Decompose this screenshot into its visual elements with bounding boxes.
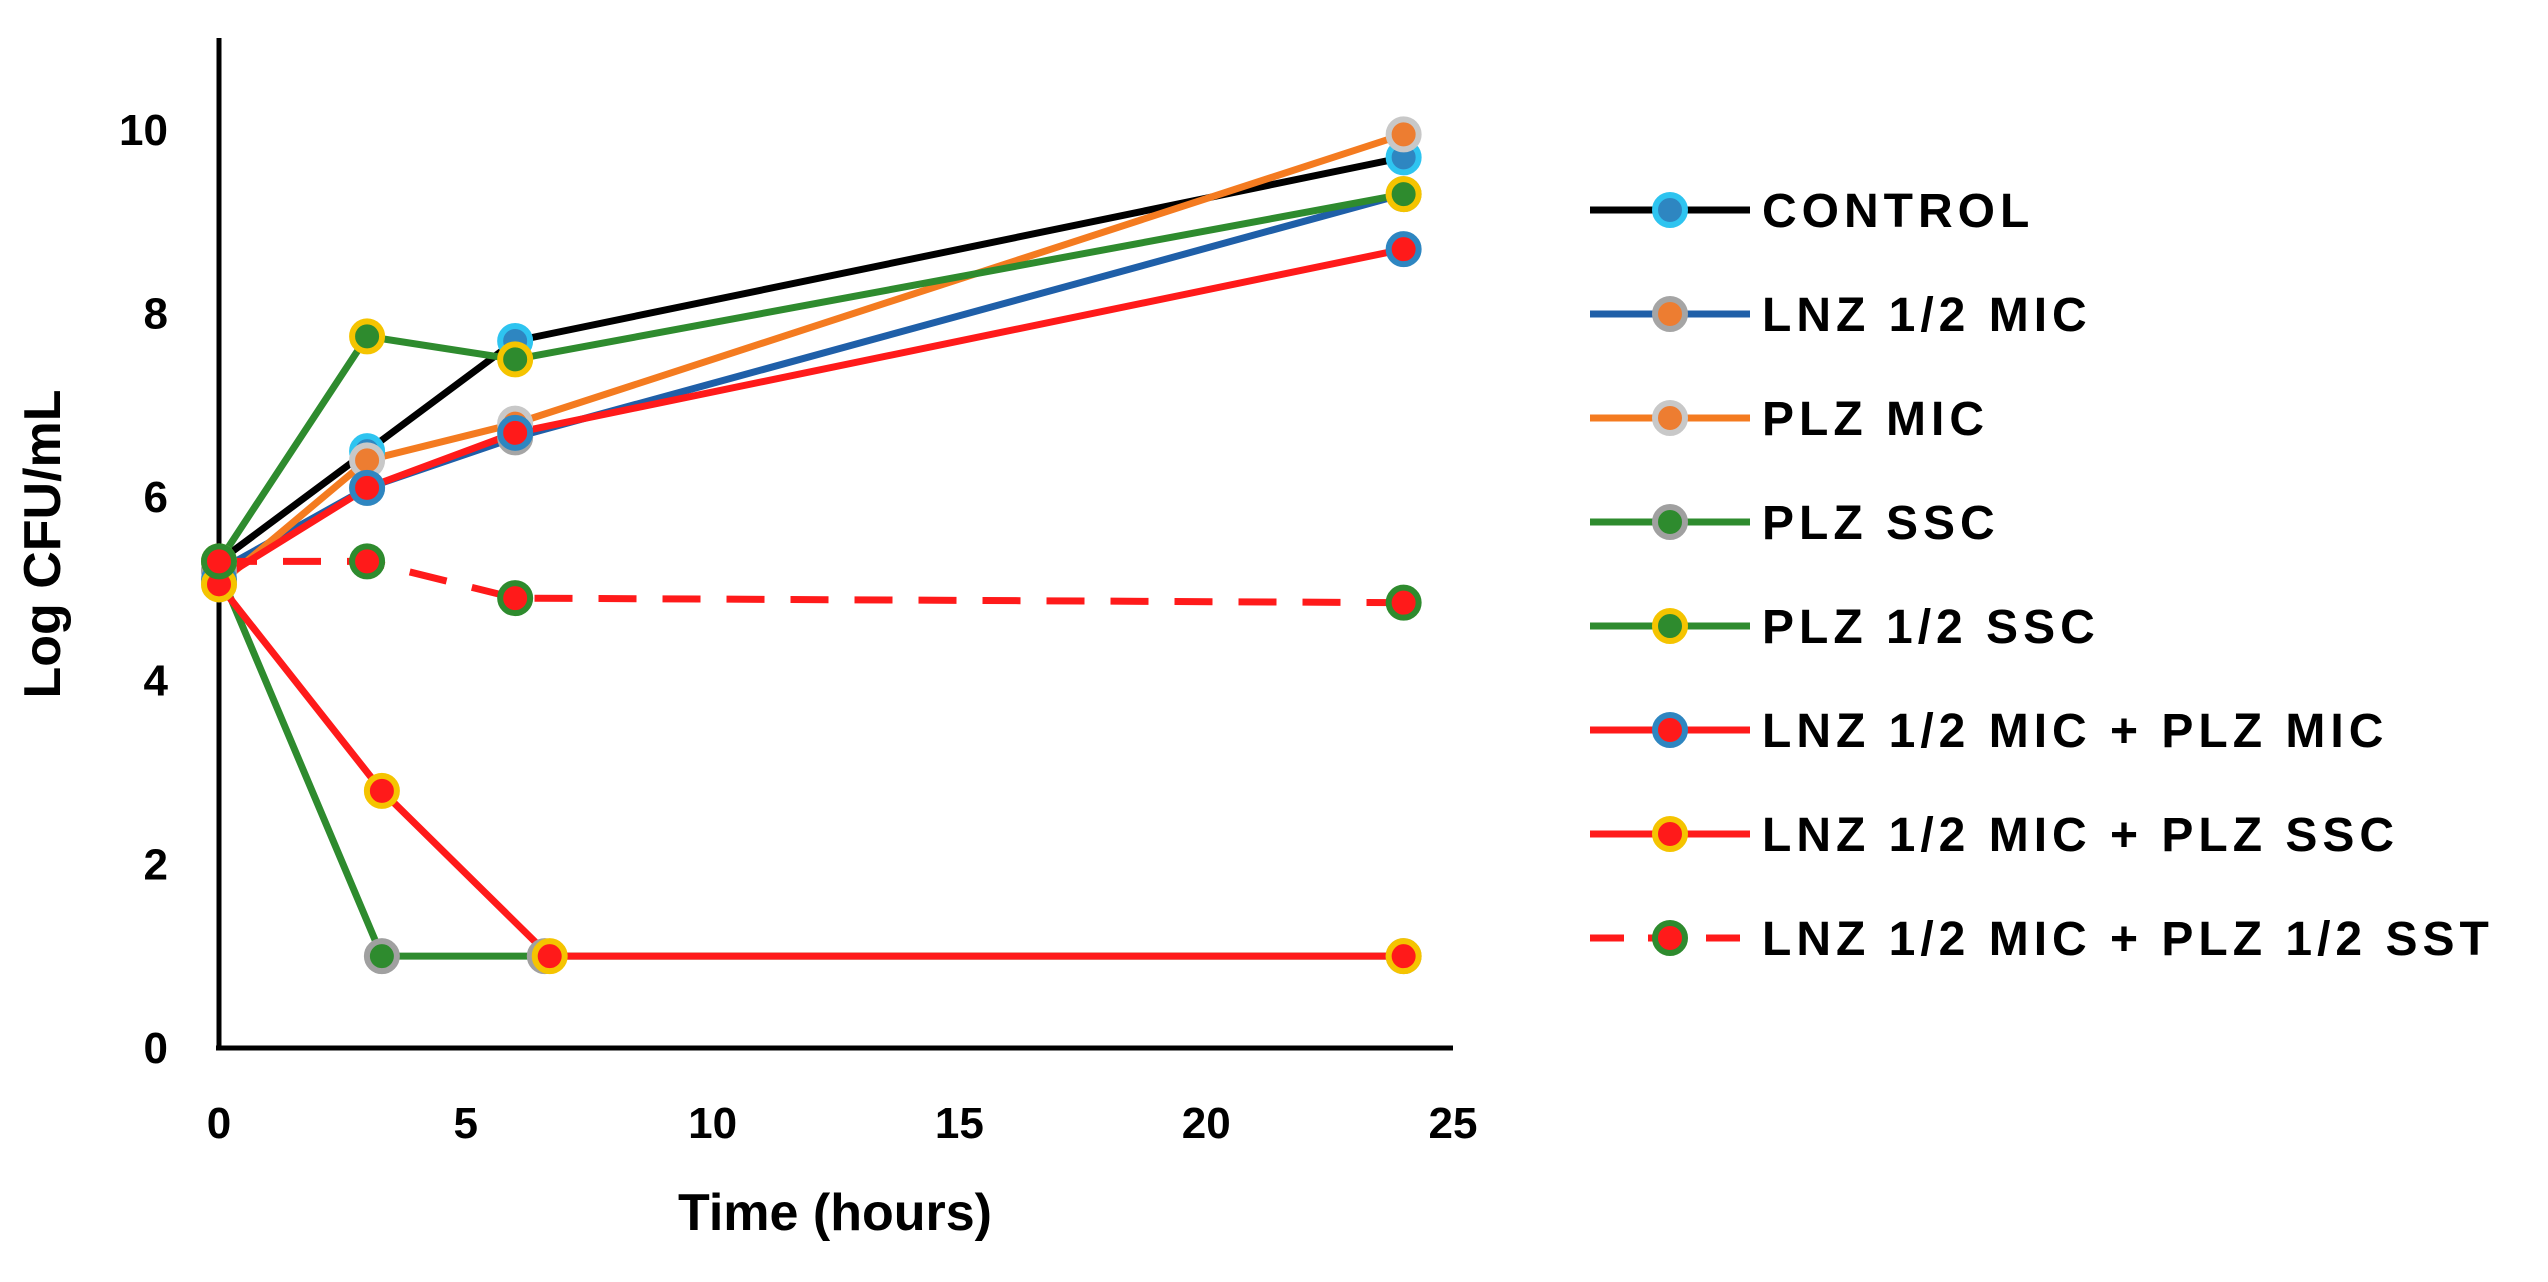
data-point [1385,231,1422,268]
legend-label: PLZ 1/2 SSC [1762,601,2100,654]
x-tick-label: 15 [935,1099,984,1148]
series-7-markers [201,566,1422,975]
data-point [363,938,400,975]
legend-item: LNZ 1/2 MIC + PLZ 1/2 SST [1590,913,2494,966]
data-point [1385,116,1422,153]
legend-marker [1652,712,1688,748]
series-2 [217,190,1405,574]
legend-item: PLZ SSC [1590,497,2000,550]
legend-label: LNZ 1/2 MIC + PLZ SSC [1762,809,2399,862]
data-point [497,580,534,617]
x-tick-label: 25 [1429,1099,1478,1148]
x-tick-label: 0 [207,1099,231,1148]
series-4-markers [201,552,1422,975]
axes [216,38,1453,1051]
x-tick-label: 10 [688,1099,737,1148]
x-axis-title: Time (hours) [678,1184,992,1242]
legend-item: LNZ 1/2 MIC + PLZ SSC [1590,809,2399,862]
legend-marker [1652,608,1688,644]
legend-item: CONTROL [1590,185,2034,238]
data-point [1385,584,1422,621]
series-layer [201,116,1422,975]
series-line [217,190,1405,574]
legend-marker [1652,920,1688,956]
y-tick-label: 4 [144,657,169,706]
series-line [217,245,1405,583]
data-point [349,318,386,355]
legend-label: PLZ SSC [1762,497,2000,550]
legend-marker [1652,400,1688,436]
x-tick-label: 20 [1182,1099,1231,1148]
legend-marker [1652,192,1688,228]
series-line [215,569,1404,960]
series-7 [216,582,1404,960]
y-axis-title: Log CFU/mL [14,389,72,698]
y-tick-label: 0 [144,1024,168,1073]
data-point [497,341,534,378]
legend-label: LNZ 1/2 MIC + PLZ MIC [1762,705,2388,758]
legend-item: LNZ 1/2 MIC + PLZ MIC [1590,705,2388,758]
series-8-markers [201,543,1422,621]
y-tick-label: 8 [144,289,168,338]
series-6-markers [201,231,1422,598]
axis-ticks: 0 2 4 6 8 10 0 5 10 15 20 25 [119,106,1477,1148]
y-tick-label: 6 [144,473,168,522]
legend: CONTROL LNZ 1/2 MIC PLZ MIC PLZ SSC PLZ 1/2 … [1590,185,2494,966]
series-line [216,153,1405,565]
series-1 [216,153,1405,565]
legend-label: LNZ 1/2 MIC [1762,289,2092,342]
legend-item: LNZ 1/2 MIC [1590,289,2092,342]
series-4 [215,569,1404,960]
series-line [216,582,1404,960]
data-point [497,414,534,451]
x-tick-label: 5 [454,1099,478,1148]
legend-marker [1652,816,1688,852]
data-point [1385,176,1422,213]
series-6 [217,245,1405,583]
data-point [349,543,386,580]
series-line [216,190,1405,564]
data-point [349,469,386,506]
legend-item: PLZ 1/2 SSC [1590,601,2100,654]
legend-label: CONTROL [1762,185,2034,238]
legend-label: LNZ 1/2 MIC + PLZ 1/2 SST [1762,913,2494,966]
data-point [201,543,237,580]
legend-marker [1652,296,1688,332]
y-tick-label: 10 [119,106,168,155]
series-line [219,557,1404,607]
data-point [1385,938,1422,975]
legend-marker [1652,504,1688,540]
y-tick-label: 2 [144,840,168,889]
series-5 [216,190,1405,564]
data-point [363,772,400,809]
data-point [531,938,568,975]
legend-label: PLZ MIC [1762,393,1989,446]
series-8 [219,557,1404,607]
legend-item: PLZ MIC [1590,393,1989,446]
